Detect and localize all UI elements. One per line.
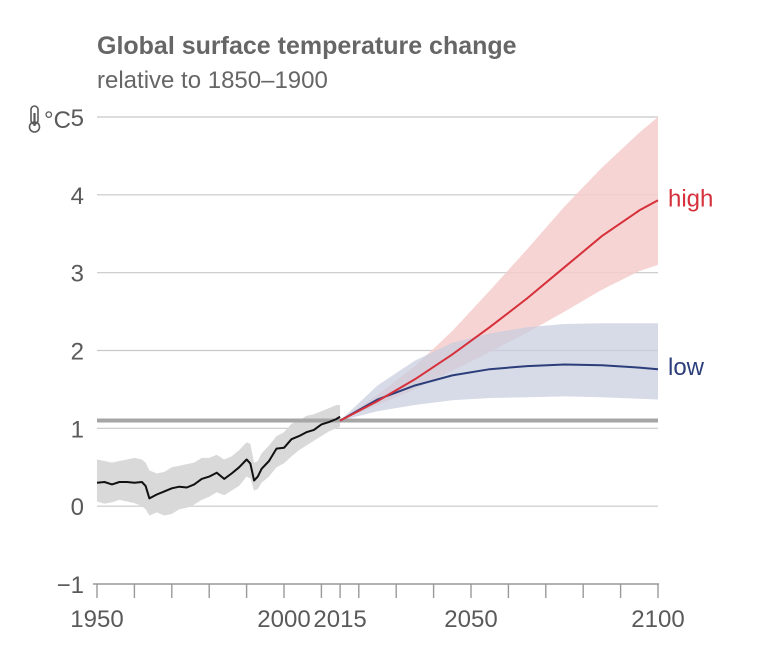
tick-labels: −1 0 1 2 3 4 5 high low 1950 2000 2015 2050 2100 [57,105,714,633]
series-lines [96,199,659,500]
y-axis-unit-label: °C [44,107,71,134]
uncertainty-bands [97,117,658,516]
low-series-line [339,363,659,422]
y-tick-label: 3 [71,261,84,288]
x-tick-label: 2000 [257,606,310,633]
y-tick-label: 0 [71,494,84,521]
chart-subtitle: relative to 1850–1900 [97,67,328,94]
high-series-label: high [668,185,713,212]
low-series-label: low [668,354,705,381]
y-tick-label: 1 [71,416,84,443]
low-uncertainty-band [340,323,658,421]
high-series-line [339,199,659,422]
x-tick-label: 2015 [313,606,366,633]
y-tick-label: 4 [71,183,84,210]
x-axis [93,583,659,598]
chart-title: Global surface temperature change [97,32,517,60]
thermometer-icon [28,105,41,133]
y-tick-label: 2 [71,339,84,366]
x-tick-label: 2050 [444,606,497,633]
observed-uncertainty-band [97,405,341,516]
observed-line [96,415,341,500]
gridlines [97,116,658,507]
x-tick-label: 1950 [70,606,123,633]
high-uncertainty-band [340,117,658,421]
x-tick-label: 2100 [631,606,684,633]
y-tick-label: 5 [71,105,84,132]
y-tick-label: −1 [57,572,84,599]
